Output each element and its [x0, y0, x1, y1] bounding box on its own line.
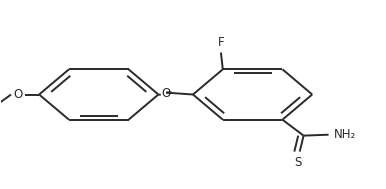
Text: F: F: [218, 36, 224, 49]
Text: O: O: [161, 87, 171, 100]
Text: NH₂: NH₂: [334, 128, 357, 141]
Text: O: O: [14, 88, 23, 101]
Text: S: S: [294, 156, 301, 169]
